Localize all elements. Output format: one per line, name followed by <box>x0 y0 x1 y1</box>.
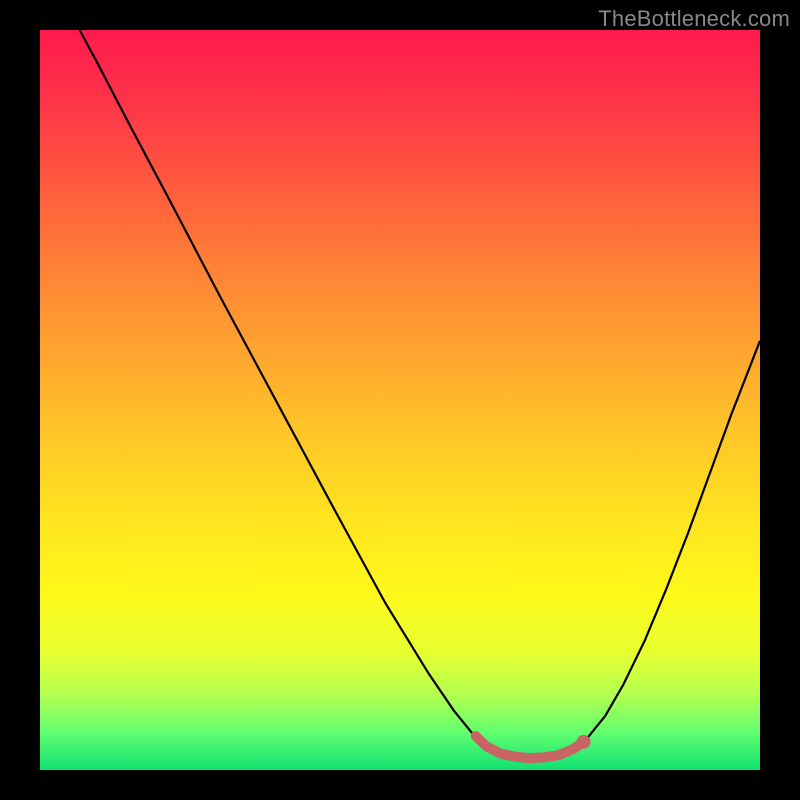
chart-svg <box>0 0 800 800</box>
chart-container: TheBottleneck.com <box>0 0 800 800</box>
plot-background <box>40 30 760 770</box>
watermark-text: TheBottleneck.com <box>598 6 790 32</box>
optimal-range-end-marker <box>577 735 591 749</box>
